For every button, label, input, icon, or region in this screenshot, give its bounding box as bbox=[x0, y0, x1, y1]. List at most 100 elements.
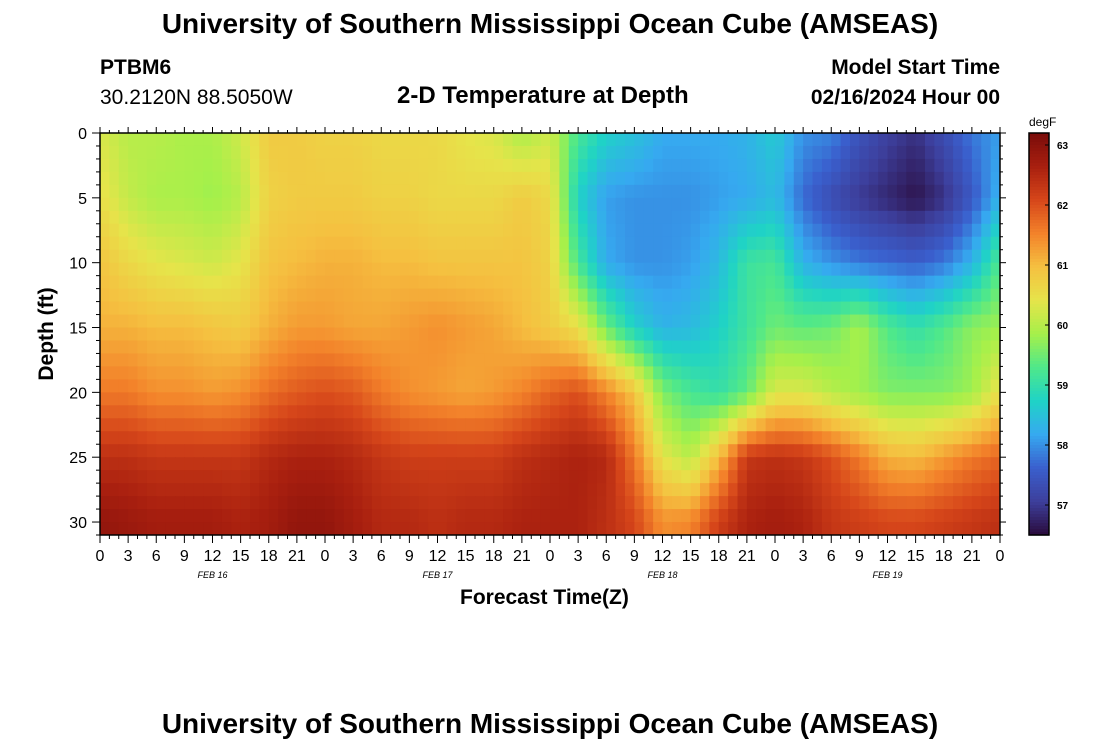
heatmap-cell bbox=[203, 262, 214, 277]
heatmap-cell bbox=[193, 223, 204, 238]
heatmap-cell bbox=[109, 405, 120, 419]
heatmap-cell bbox=[137, 470, 148, 484]
heatmap-cell bbox=[175, 353, 185, 368]
heatmap-cell bbox=[878, 158, 889, 173]
heatmap-cell bbox=[550, 249, 560, 264]
heatmap-cell bbox=[503, 405, 514, 419]
heatmap-cell bbox=[531, 314, 542, 329]
day-label: FEB 16 bbox=[197, 570, 227, 580]
heatmap-cell bbox=[193, 509, 204, 523]
heatmap-cell bbox=[428, 301, 439, 316]
heatmap-cell bbox=[840, 236, 851, 251]
heatmap-cell bbox=[381, 457, 392, 471]
heatmap-cell bbox=[325, 496, 335, 510]
heatmap-cell bbox=[840, 366, 851, 380]
heatmap-cell bbox=[531, 405, 542, 419]
heatmap-cell bbox=[643, 366, 654, 380]
heatmap-cell bbox=[165, 392, 176, 406]
colorbar-swatch bbox=[1029, 502, 1049, 506]
colorbar-swatch bbox=[1029, 424, 1049, 428]
heatmap-cell bbox=[690, 145, 701, 160]
heatmap-cell bbox=[784, 457, 795, 471]
heatmap-cell bbox=[390, 145, 401, 160]
heatmap-cell bbox=[784, 340, 795, 355]
heatmap-cell bbox=[278, 444, 289, 458]
heatmap-cell bbox=[390, 301, 401, 316]
heatmap-cell bbox=[840, 483, 851, 497]
colorbar-swatch bbox=[1029, 406, 1049, 410]
heatmap-cell bbox=[831, 392, 842, 406]
heatmap-cell bbox=[578, 223, 589, 238]
heatmap-cell bbox=[793, 392, 804, 406]
heatmap-cell bbox=[606, 210, 617, 225]
heatmap-cell bbox=[334, 470, 345, 484]
heatmap-cell bbox=[887, 457, 898, 471]
heatmap-cell bbox=[878, 197, 889, 212]
heatmap-cell bbox=[803, 197, 814, 212]
heatmap-cell bbox=[578, 457, 589, 471]
heatmap-cell bbox=[250, 171, 260, 186]
heatmap-cell bbox=[653, 470, 664, 484]
heatmap-cell bbox=[250, 483, 260, 497]
heatmap-cell bbox=[953, 171, 964, 186]
heatmap-cell bbox=[268, 418, 279, 432]
heatmap-cell bbox=[559, 236, 570, 251]
heatmap-cell bbox=[737, 509, 748, 523]
heatmap-cell bbox=[165, 301, 176, 316]
heatmap-cell bbox=[821, 431, 832, 445]
heatmap-cell bbox=[596, 158, 607, 173]
heatmap-cell bbox=[446, 171, 457, 186]
heatmap-cell bbox=[306, 275, 317, 290]
heatmap-cell bbox=[662, 340, 673, 355]
heatmap-cell bbox=[493, 470, 504, 484]
heatmap-cell bbox=[606, 405, 617, 419]
heatmap-cell bbox=[465, 431, 476, 445]
x-tick-label: 18 bbox=[260, 548, 278, 565]
heatmap-cell bbox=[578, 522, 589, 535]
heatmap-cell bbox=[746, 418, 757, 432]
heatmap-cell bbox=[475, 210, 485, 225]
colorbar-frame bbox=[1028, 132, 1050, 536]
heatmap-cell bbox=[596, 301, 607, 316]
heatmap-cell bbox=[400, 431, 410, 445]
colorbar-swatch bbox=[1029, 169, 1049, 173]
heatmap-cell bbox=[878, 522, 889, 535]
heatmap-cell bbox=[221, 223, 232, 238]
heatmap-cell bbox=[521, 158, 532, 173]
colorbar-swatch bbox=[1029, 250, 1049, 254]
heatmap-cell bbox=[456, 457, 467, 471]
heatmap-cell bbox=[390, 340, 401, 355]
heatmap-cell bbox=[512, 457, 523, 471]
heatmap-cell bbox=[925, 262, 935, 277]
heatmap-cell bbox=[334, 275, 345, 290]
heatmap-cell bbox=[475, 353, 485, 368]
heatmap-cell bbox=[343, 223, 354, 238]
model-start-label: Model Start Time bbox=[831, 56, 1000, 79]
heatmap-cell bbox=[175, 249, 185, 264]
heatmap-cell bbox=[915, 509, 926, 523]
colorbar-tick-label: 63 bbox=[1057, 141, 1069, 152]
heatmap-cell bbox=[400, 197, 410, 212]
heatmap-cell bbox=[962, 275, 973, 290]
heatmap-cell bbox=[428, 249, 439, 264]
heatmap-cell bbox=[343, 379, 354, 393]
heatmap-cell bbox=[156, 509, 167, 523]
heatmap-cell bbox=[625, 314, 635, 329]
heatmap-cell bbox=[521, 340, 532, 355]
heatmap-cell bbox=[934, 262, 945, 277]
heatmap-cell bbox=[268, 288, 279, 303]
heatmap-cell bbox=[381, 483, 392, 497]
heatmap-cell bbox=[878, 327, 889, 342]
colorbar-swatch bbox=[1029, 292, 1049, 296]
heatmap-cell bbox=[906, 379, 917, 393]
heatmap-cell bbox=[550, 314, 560, 329]
heatmap-cell bbox=[934, 197, 945, 212]
heatmap-cell bbox=[212, 158, 223, 173]
heatmap-cell bbox=[700, 262, 710, 277]
heatmap-cell bbox=[146, 301, 157, 316]
heatmap-cell bbox=[765, 353, 776, 368]
heatmap-cell bbox=[784, 418, 795, 432]
heatmap-cell bbox=[765, 457, 776, 471]
heatmap-cell bbox=[278, 301, 289, 316]
heatmap-cells bbox=[100, 133, 1000, 535]
